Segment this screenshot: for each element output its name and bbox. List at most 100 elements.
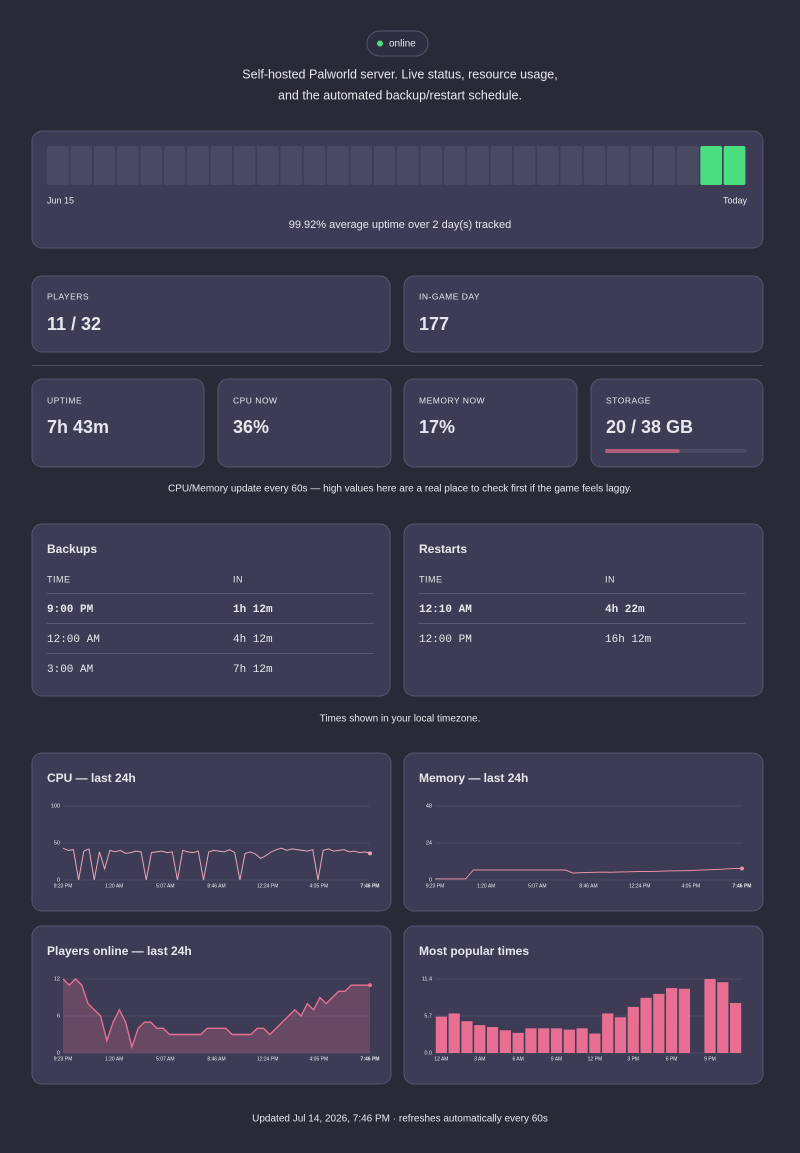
y-tick-label: 24 (426, 840, 432, 846)
bar (474, 1025, 486, 1053)
y-tick-label: 0 (57, 1050, 60, 1056)
column-header: TIME (47, 574, 71, 584)
stat-label: IN-GAME DAY (419, 291, 480, 301)
bar (435, 1016, 447, 1053)
y-tick-label: 0.0 (424, 1050, 432, 1056)
chart-title: Most popular times (419, 944, 529, 958)
uptime-day (677, 146, 699, 185)
x-tick-label: 4:05 PM (682, 883, 701, 889)
bar (448, 1013, 460, 1053)
card (403, 275, 764, 353)
x-tick-label: 5:07 AM (528, 883, 546, 889)
card (590, 378, 764, 468)
chart-title: Memory — last 24h (419, 771, 528, 785)
card (31, 925, 392, 1085)
uptime-day (280, 146, 303, 185)
metric-value: 20 / 38 GB (606, 417, 693, 437)
x-tick-label: 3 PM (627, 1056, 639, 1062)
uptime-start: Jun 15 (47, 195, 74, 205)
schedule-cell: 9:00 PM (47, 604, 94, 616)
x-tick-label: 4:05 PM (310, 1056, 329, 1062)
metric-value: 17% (419, 417, 455, 437)
timezone-note: Times shown in your local timezone. (320, 714, 481, 725)
bar (512, 1032, 524, 1053)
x-tick-label: 9:23 PM (54, 1056, 73, 1062)
x-tick-label: 6 PM (666, 1056, 678, 1062)
schedule-cell: 4h 12m (233, 634, 273, 646)
card (31, 275, 391, 353)
card (403, 523, 764, 697)
schedule-title: Restarts (419, 542, 467, 556)
bar (640, 997, 652, 1053)
status-dot (377, 40, 383, 47)
bar (461, 1021, 473, 1053)
uptime-day (420, 146, 443, 185)
stat-label: PLAYERS (47, 291, 89, 301)
last-point (368, 983, 372, 988)
x-tick-label: 12:24 PM (629, 883, 650, 889)
y-tick-label: 11.4 (422, 976, 432, 982)
line (62, 847, 371, 881)
x-tick-label: 1:20 AM (105, 883, 123, 889)
uptime-day (583, 146, 606, 185)
x-tick-label: 9 PM (704, 1056, 716, 1062)
schedule-cell: 4h 22m (605, 604, 645, 616)
card (31, 752, 392, 912)
x-tick-label: 5:07 AM (156, 1056, 174, 1062)
schedule-cell: 12:00 PM (419, 634, 472, 646)
metrics-note: CPU/Memory update every 60s — high value… (168, 484, 632, 495)
x-tick-label: 8:46 AM (207, 1056, 225, 1062)
chart-title: Players online — last 24h (47, 944, 192, 958)
card (217, 378, 392, 468)
intro-line: and the automated backup/restart schedul… (278, 88, 522, 102)
last-point (368, 851, 372, 856)
uptime-day (210, 146, 233, 185)
x-tick-label: 7:46 PM (361, 1056, 380, 1062)
uptime-day (327, 146, 349, 185)
y-tick-label: 0 (429, 877, 432, 883)
y-tick-label: 100 (51, 803, 60, 809)
uptime-day (70, 146, 93, 185)
uptime-day (467, 146, 489, 185)
uptime-day (140, 146, 163, 185)
uptime-day (117, 146, 139, 185)
schedule-cell: 12:00 AM (47, 634, 100, 646)
stat-value: 177 (419, 314, 449, 334)
uptime-day (397, 146, 419, 185)
bar (653, 993, 665, 1053)
bar (525, 1028, 537, 1053)
schedule-cell: 12:10 AM (419, 604, 472, 616)
x-tick-label: 3 AM (474, 1056, 485, 1062)
uptime-day (93, 146, 116, 185)
y-tick-label: 6 (57, 1013, 60, 1019)
x-tick-label: 9:23 PM (54, 883, 73, 889)
status-text: online (389, 39, 416, 50)
x-tick-label: 12 AM (434, 1056, 448, 1062)
y-tick-label: 5.7 (424, 1013, 432, 1019)
metric-label: CPU NOW (233, 395, 278, 405)
stat-value: 11 / 32 (47, 314, 101, 334)
intro-line: Self-hosted Palworld server. Live status… (242, 67, 557, 81)
uptime-day (560, 146, 583, 185)
card (403, 752, 764, 912)
uptime-day (350, 146, 373, 185)
bar (602, 1013, 614, 1053)
bar (678, 988, 691, 1053)
x-tick-label: 5:07 AM (156, 883, 174, 889)
x-tick-label: 7:46 PM (361, 883, 380, 889)
uptime-day (257, 146, 279, 185)
x-tick-label: 1:20 AM (105, 1056, 123, 1062)
bar (614, 1017, 627, 1053)
bar (576, 1028, 588, 1053)
status-pill (366, 30, 429, 57)
x-tick-label: 6 AM (512, 1056, 523, 1062)
schedule-title: Backups (47, 542, 97, 556)
bar (704, 979, 716, 1053)
schedule-cell: 3:00 AM (47, 664, 93, 676)
uptime-day (47, 146, 69, 185)
x-tick-label: 1:20 AM (477, 883, 495, 889)
bar (666, 988, 678, 1053)
uptime-day (373, 146, 396, 185)
